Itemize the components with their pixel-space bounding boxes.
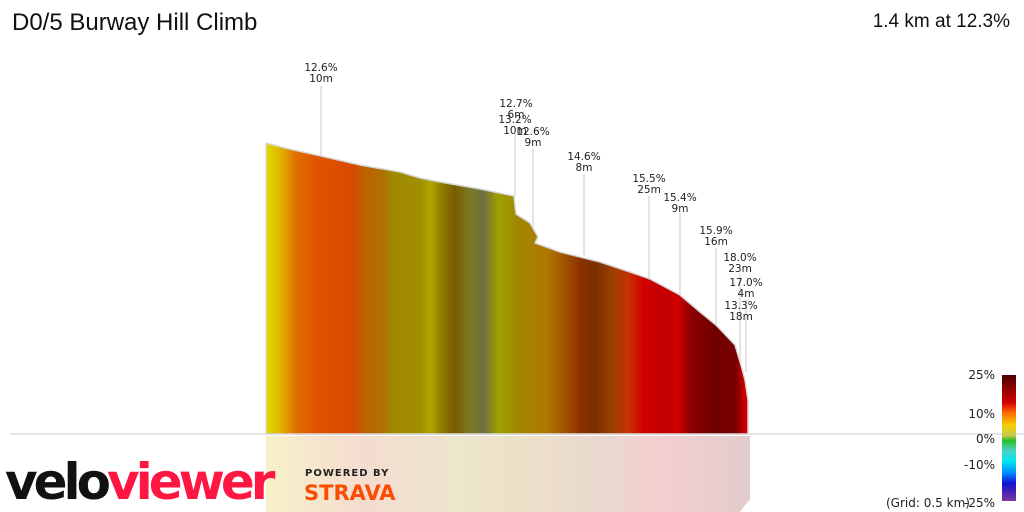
annotation-length: 4m [738, 288, 755, 300]
annotation-grade: 14.6% [567, 151, 600, 163]
annotation-grade: 15.4% [663, 192, 696, 204]
annotation-grade: 17.0% [729, 277, 762, 289]
annotation-grade: 15.9% [699, 225, 732, 237]
logo-velo: velo [5, 453, 111, 511]
legend-label-minus-25: -25% [963, 496, 995, 510]
grid-note: (Grid: 0.5 km) [886, 496, 970, 510]
annotation-length: 10m [503, 125, 527, 137]
annotation-length: 9m [525, 137, 542, 149]
annotation-length: 9m [672, 203, 689, 215]
annotation-length: 16m [704, 236, 728, 248]
annotation-grade: 13.3% [724, 300, 757, 312]
annotation-grade: 15.5% [632, 173, 665, 185]
legend-label-minus-10: -10% [963, 458, 995, 472]
legend-label-0: 0% [975, 432, 995, 446]
page-title: D0/5 Burway Hill Climb [12, 9, 258, 36]
gradient-colorbar [1002, 375, 1016, 501]
annotation-leaders [320, 86, 747, 372]
annotation-labels: 12.6% 10m 12.7% 6m 13.2% 10m 12.6% 9m 14… [304, 62, 762, 323]
annotation-length: 25m [637, 184, 661, 196]
powered-by-label: POWERED BY [305, 468, 390, 479]
climb-summary: 1.4 km at 12.3% [872, 11, 1010, 32]
annotation-grade: 12.6% [516, 126, 549, 138]
annotation-length: 10m [309, 73, 333, 85]
annotation-grade: 13.2% [498, 114, 531, 126]
annotation-length: 6m [508, 109, 525, 121]
annotation-grade: 12.7% [499, 98, 532, 110]
annotation-grade: 18.0% [723, 252, 756, 264]
annotation-length: 18m [729, 311, 753, 323]
logo-viewer: viewer [107, 453, 275, 511]
annotation-length: 23m [728, 263, 752, 275]
annotation-grade: 12.6% [304, 62, 337, 74]
legend-label-25: 25% [968, 368, 995, 382]
legend-label-10: 10% [968, 407, 995, 421]
profile-area [265, 142, 749, 435]
profile-reflection [266, 436, 750, 512]
annotation-length: 8m [576, 162, 593, 174]
strava-logo: STRAVA [304, 481, 396, 505]
veloviewer-logo: veloviewer [5, 452, 275, 512]
